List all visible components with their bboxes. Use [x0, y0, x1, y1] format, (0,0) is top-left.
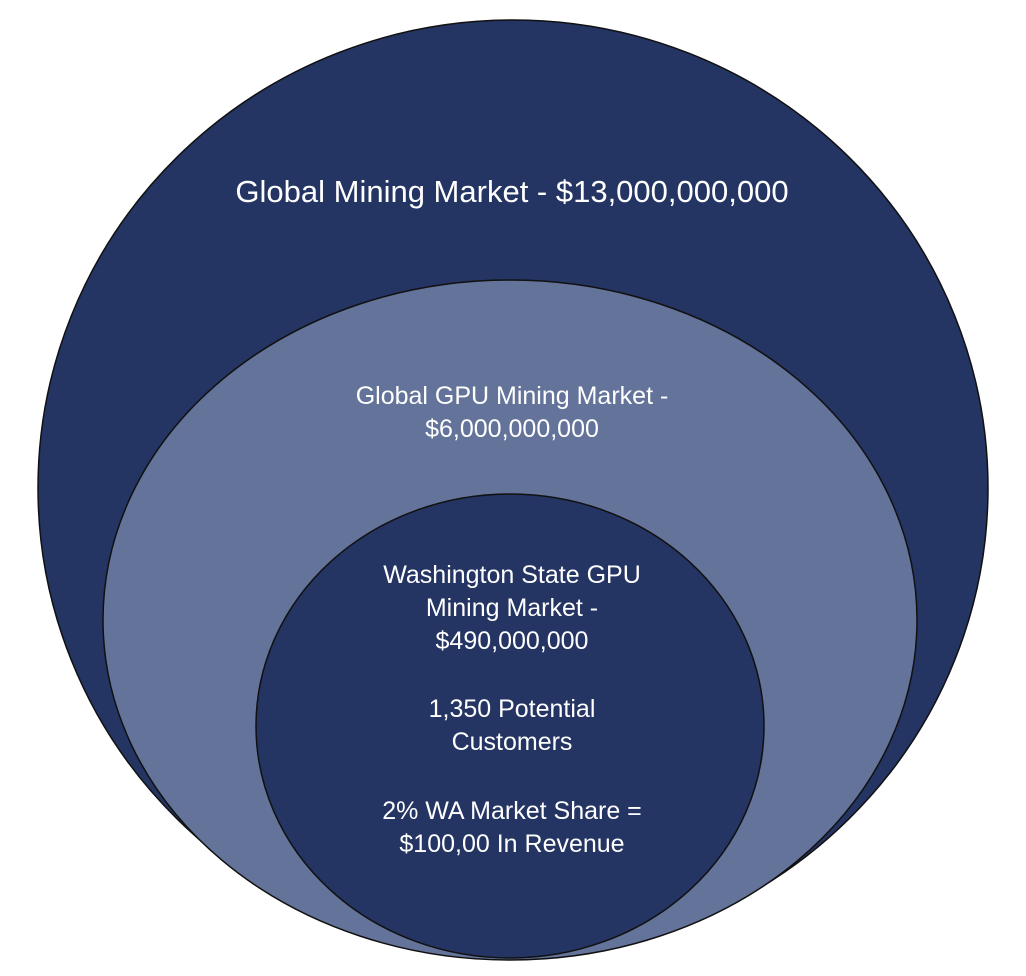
potential-customers-label: 1,350 Potential Customers — [312, 693, 712, 759]
potential-customers-line1: 1,350 Potential — [428, 695, 596, 723]
global-mining-market-text: Global Mining Market - $13,000,000,000 — [235, 174, 789, 209]
market-share-label: 2% WA Market Share = $100,00 In Revenue — [312, 795, 712, 861]
global-mining-market-label: Global Mining Market - $13,000,000,000 — [112, 172, 912, 212]
washington-gpu-mining-market-circle — [255, 493, 765, 959]
washington-market-title-line1: Washington State GPU — [383, 561, 641, 589]
potential-customers-line2: Customers — [451, 728, 573, 756]
global-gpu-mining-market-value: $6,000,000,000 — [425, 415, 599, 443]
market-share-line2: $100,00 In Revenue — [399, 830, 625, 858]
washington-market-value: $490,000,000 — [435, 627, 589, 655]
washington-market-title-line2: Mining Market - — [425, 594, 599, 622]
global-gpu-mining-market-label: Global GPU Mining Market - $6,000,000,00… — [262, 380, 762, 446]
global-gpu-mining-market-title: Global GPU Mining Market - — [355, 382, 669, 410]
washington-gpu-mining-market-label: Washington State GPU Mining Market - $49… — [312, 559, 712, 658]
market-share-line1: 2% WA Market Share = — [382, 797, 642, 825]
